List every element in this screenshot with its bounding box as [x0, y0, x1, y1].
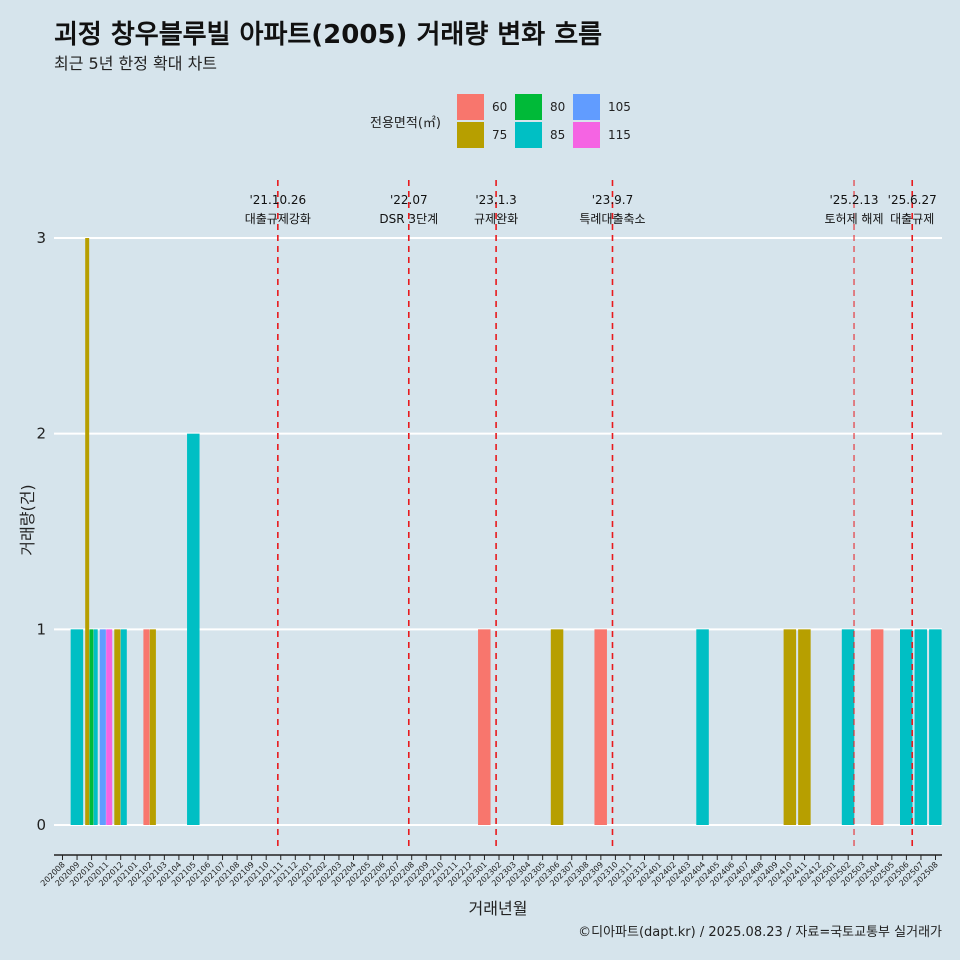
bar [841, 629, 855, 825]
bar [478, 629, 491, 825]
bar [696, 629, 709, 825]
legend-label: 85 [550, 128, 565, 142]
bar [99, 629, 106, 825]
y-tick-label: 2 [36, 425, 46, 443]
y-axis: 0 1 2 3 [36, 229, 46, 834]
bar [149, 629, 156, 825]
bar [914, 629, 928, 825]
bar [114, 629, 121, 825]
bar [550, 629, 564, 825]
chart-title: 괴정 창우블루빌 아파트(2005) 거래량 변화 흐름 [54, 20, 602, 50]
bar [106, 629, 113, 825]
y-tick-label: 0 [36, 816, 46, 834]
bar [798, 629, 811, 825]
legend-label: 115 [608, 128, 631, 142]
event-date: '25.6.27 [888, 193, 937, 207]
x-axis-title: 거래년월 [469, 899, 528, 918]
legend-label: 60 [492, 100, 507, 114]
event-label: 토허제 해제 [825, 212, 884, 226]
event-label: DSR 3단계 [379, 212, 438, 226]
y-tick-label: 1 [36, 620, 46, 638]
legend-key [515, 122, 542, 148]
event-date: '21.10.26 [249, 193, 306, 207]
legend-key [573, 122, 600, 148]
legend-label: 75 [492, 128, 507, 142]
bar [783, 629, 797, 825]
legend: 전용면적(㎡) 60 75 80 85 105 115 [370, 94, 631, 148]
caption: ©디아파트(dapt.kr) / 2025.08.23 / 자료=국토교통부 실… [578, 925, 942, 940]
legend-label: 105 [608, 100, 631, 114]
bar [89, 629, 94, 825]
legend-key [457, 122, 484, 148]
y-axis-title: 거래량(건) [18, 484, 37, 555]
chart-subtitle: 최근 5년 한정 확대 차트 [54, 54, 217, 73]
bar [594, 629, 607, 825]
bar [870, 629, 884, 825]
legend-key [457, 94, 484, 120]
event-label: 특례대출축소 [579, 212, 645, 226]
y-tick-label: 3 [36, 229, 46, 247]
bar [70, 629, 84, 825]
bar [85, 238, 90, 825]
legend-title: 전용면적(㎡) [370, 116, 441, 131]
event-date: '25.2.13 [829, 193, 878, 207]
event-label: 대출규제 [890, 212, 934, 226]
bars [70, 238, 942, 825]
legend-key [515, 94, 542, 120]
event-date: '22.07 [390, 193, 428, 207]
bar [900, 629, 913, 825]
legend-items: 60 75 80 85 105 115 [457, 94, 631, 148]
bar [929, 629, 942, 825]
event-markers: '21.10.26 대출규제강화 '22.07 DSR 3단계 '23.1.3 규제완화 '… [245, 180, 937, 848]
event-label: 규제완화 [474, 212, 518, 226]
bar [187, 433, 200, 825]
legend-label: 80 [550, 100, 565, 114]
event-label: 대출규제강화 [245, 212, 311, 226]
event-date: '23.9.7 [592, 193, 633, 207]
bar [120, 629, 127, 825]
legend-key [573, 94, 600, 120]
bar [143, 629, 150, 825]
bar [93, 629, 98, 825]
event-date: '23.1.3 [475, 193, 516, 207]
